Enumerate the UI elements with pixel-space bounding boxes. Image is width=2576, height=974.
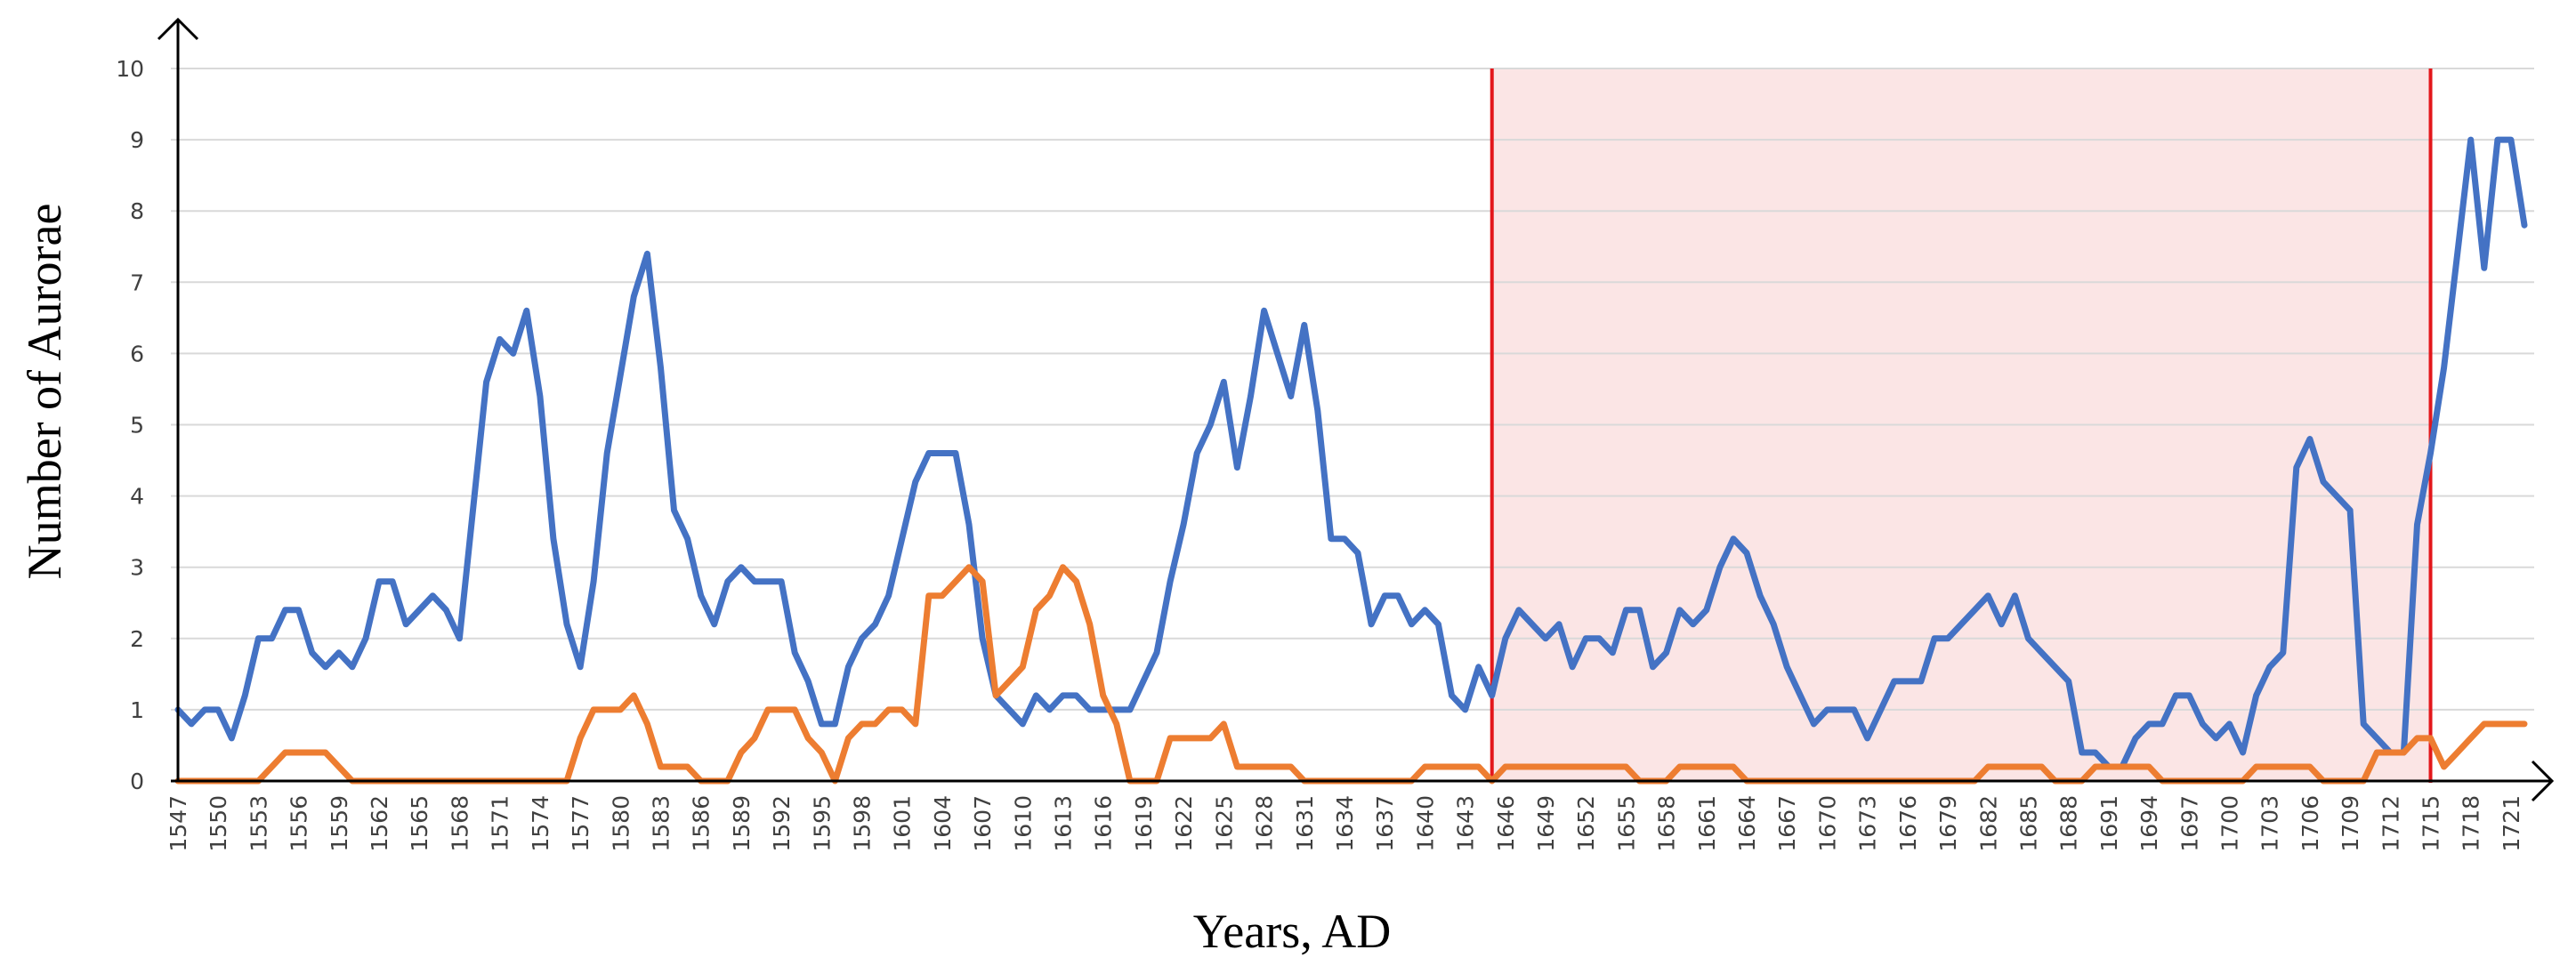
- x-tick-label-1679: 1679: [1935, 795, 1961, 852]
- x-tick-label-1628: 1628: [1252, 795, 1278, 852]
- x-tick-label-1631: 1631: [1292, 795, 1318, 852]
- x-tick-label-1721: 1721: [2499, 795, 2524, 852]
- x-tick-label-1649: 1649: [1533, 795, 1559, 852]
- y-tick-label-10: 10: [116, 56, 144, 82]
- y-axis-title: Number of Aurorae: [18, 204, 71, 580]
- y-tick-label-2: 2: [130, 626, 144, 652]
- x-tick-label-1682: 1682: [1975, 795, 2001, 852]
- x-tick-label-1709: 1709: [2338, 795, 2363, 852]
- x-tick-label-1559: 1559: [327, 795, 352, 852]
- x-tick-label-1550: 1550: [206, 795, 231, 852]
- x-tick-label-1622: 1622: [1171, 795, 1197, 852]
- x-tick-label-1592: 1592: [769, 795, 795, 852]
- series-line-blue: [174, 136, 2528, 770]
- x-tick-label-1652: 1652: [1573, 795, 1599, 852]
- x-tick-label-1580: 1580: [608, 795, 634, 852]
- x-tick-label-1562: 1562: [367, 795, 392, 852]
- x-tick-label-1583: 1583: [649, 795, 674, 852]
- x-tick-label-1607: 1607: [970, 795, 996, 852]
- x-tick-label-1574: 1574: [528, 795, 553, 852]
- y-tick-label-4: 4: [130, 484, 144, 510]
- period-boundary-lines: [1490, 68, 2433, 783]
- x-tick-label-1547: 1547: [166, 795, 191, 852]
- x-tick-label-1655: 1655: [1613, 795, 1639, 852]
- x-tick-label-1658: 1658: [1654, 795, 1680, 852]
- x-tick-label-1625: 1625: [1211, 795, 1237, 852]
- x-tick-label-1556: 1556: [287, 795, 312, 852]
- x-tick-label-1613: 1613: [1051, 795, 1077, 852]
- x-tick-label-1667: 1667: [1774, 795, 1800, 852]
- x-tick-label-1595: 1595: [809, 795, 835, 852]
- x-tick-label-1553: 1553: [246, 795, 271, 852]
- x-tick-label-1676: 1676: [1895, 795, 1921, 852]
- x-tick-label-1697: 1697: [2176, 795, 2202, 852]
- x-tick-label-1619: 1619: [1131, 795, 1157, 852]
- y-tick-label-5: 5: [130, 413, 144, 439]
- y-tick-label-7: 7: [130, 270, 144, 295]
- x-tick-label-1571: 1571: [488, 795, 513, 852]
- x-tick-label-1634: 1634: [1332, 795, 1358, 852]
- x-tick-label-1598: 1598: [850, 795, 876, 852]
- x-tick-label-1700: 1700: [2217, 795, 2243, 852]
- x-tick-label-1610: 1610: [1010, 795, 1036, 852]
- x-tick-label-1691: 1691: [2096, 795, 2122, 852]
- x-axis-title: Years, AD: [1193, 905, 1392, 958]
- y-tick-label-8: 8: [130, 198, 144, 224]
- x-tick-label-1685: 1685: [2016, 795, 2042, 852]
- axes: [157, 17, 2555, 802]
- y-axis-arrow: [157, 17, 199, 41]
- y-tick-label-6: 6: [130, 341, 144, 366]
- x-tick-label-1643: 1643: [1453, 795, 1479, 852]
- x-tick-label-1565: 1565: [407, 795, 432, 852]
- x-tick-label-1601: 1601: [890, 795, 916, 852]
- y-tick-label-1: 1: [130, 697, 144, 723]
- x-tick-label-1568: 1568: [447, 795, 472, 852]
- x-tick-label-1703: 1703: [2257, 795, 2283, 852]
- x-tick-label-1694: 1694: [2136, 795, 2162, 852]
- x-tick-label-1673: 1673: [1855, 795, 1881, 852]
- x-tick-label-1670: 1670: [1814, 795, 1840, 852]
- x-tick-label-1664: 1664: [1734, 795, 1760, 852]
- gridlines: [171, 68, 2534, 711]
- x-tick-label-1577: 1577: [568, 795, 594, 852]
- x-tick-label-1712: 1712: [2378, 795, 2403, 852]
- x-tick-label-1604: 1604: [930, 795, 956, 852]
- x-tick-label-1688: 1688: [2056, 795, 2082, 852]
- x-tick-label-1616: 1616: [1091, 795, 1117, 852]
- x-tick-label-1646: 1646: [1493, 795, 1519, 852]
- x-tick-label-1586: 1586: [689, 795, 715, 852]
- y-tick-label-3: 3: [130, 555, 144, 581]
- x-tick-label-1718: 1718: [2459, 795, 2484, 852]
- y-tick-label-9: 9: [130, 127, 144, 153]
- x-tick-labels: 1547 1550 1553 1556 1559 1562 1565 1568 1571 1574…: [166, 795, 2524, 852]
- y-tick-label-0: 0: [130, 769, 144, 794]
- x-tick-label-1640: 1640: [1412, 795, 1438, 852]
- x-tick-label-1706: 1706: [2297, 795, 2323, 852]
- x-axis-arrow: [2531, 760, 2555, 802]
- y-tick-labels: 0 1 2 3 4 5 6 7 8 9 10: [116, 56, 144, 794]
- x-tick-label-1637: 1637: [1372, 795, 1398, 852]
- x-tick-label-1715: 1715: [2419, 795, 2444, 852]
- x-tick-label-1661: 1661: [1694, 795, 1720, 852]
- x-tick-label-1589: 1589: [729, 795, 755, 852]
